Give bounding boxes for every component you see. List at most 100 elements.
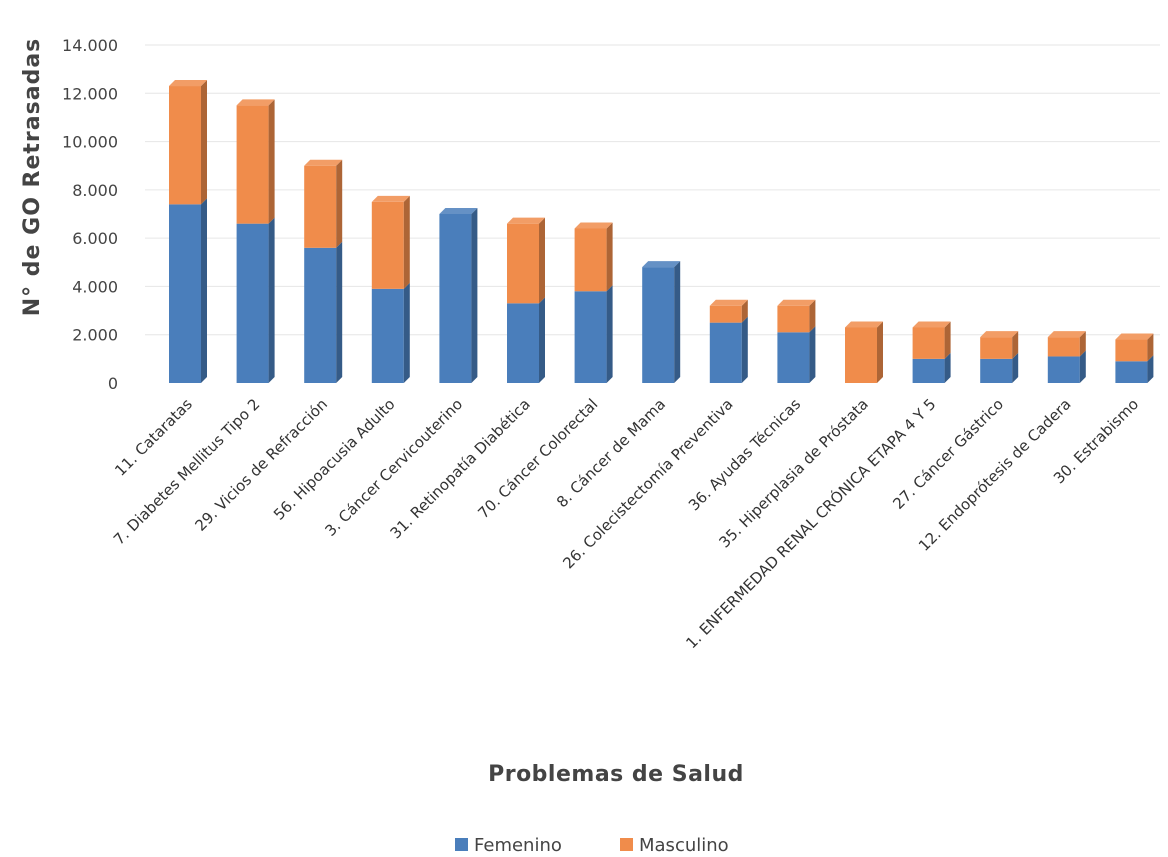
bar-side (268, 99, 275, 224)
y-tick-label: 10.000 (62, 133, 118, 152)
bar-face (371, 201, 404, 289)
bar-face (980, 337, 1013, 359)
x-tick-label: 70. Cáncer Colorectal (474, 395, 601, 522)
bar-top (236, 99, 275, 106)
bar-side (1147, 333, 1154, 362)
y-tick-label: 6.000 (72, 229, 118, 248)
bar-face (371, 288, 404, 383)
bar-top (574, 222, 613, 229)
y-tick-label: 8.000 (72, 181, 118, 200)
bar-side (539, 297, 545, 383)
bar-face (777, 332, 810, 383)
bar-femenino-4 (371, 282, 410, 383)
bar-face (439, 214, 472, 383)
bar-top (845, 321, 883, 328)
bar-face (236, 223, 269, 383)
bar-side (944, 352, 951, 383)
bar-face (574, 291, 607, 383)
bar-top (709, 299, 748, 306)
bar-femenino-5 (439, 208, 478, 383)
bar-side (606, 285, 613, 383)
bar-side (539, 217, 545, 304)
x-tick-label: 1. ENFERMEDAD RENAL CRÓNICA ETAPA 4 Y 5 (682, 394, 940, 652)
bars (169, 80, 1154, 383)
bar-femenino-10 (777, 326, 816, 383)
bar-face (304, 247, 337, 383)
bar-side (741, 316, 748, 383)
legend-item-masculino: Masculino (620, 835, 729, 856)
bar-side (944, 321, 951, 359)
bar-masculino-14 (1047, 331, 1086, 357)
bar-femenino-9 (709, 316, 748, 383)
bar-face (507, 303, 539, 383)
legend-swatch (455, 838, 468, 851)
bar-side (201, 198, 207, 383)
bar-top (912, 321, 951, 328)
bar-masculino-3 (304, 159, 343, 248)
y-tick-label: 2.000 (72, 326, 118, 345)
bar-femenino-2 (236, 217, 275, 383)
bar-masculino-7 (574, 222, 613, 292)
bar-face (1047, 356, 1080, 383)
bar-top (1047, 331, 1086, 338)
bar-side (1012, 352, 1019, 383)
bar-face (709, 305, 742, 323)
bar-face (574, 228, 607, 292)
x-tick-label: 3. Cáncer Cervicouterino (322, 395, 467, 540)
bar-face (169, 204, 201, 383)
bar-face (507, 223, 539, 304)
bar-side (877, 321, 883, 383)
legend-swatch (620, 838, 633, 851)
legend-label: Femenino (474, 835, 562, 856)
bar-masculino-15 (1115, 333, 1154, 362)
bar-masculino-12 (912, 321, 951, 359)
bar-femenino-7 (574, 285, 613, 383)
bar-masculino-9 (709, 299, 748, 323)
bar-top (1115, 333, 1154, 340)
bar-masculino-10 (777, 299, 816, 333)
bar-top (777, 299, 816, 306)
bar-masculino-6 (507, 217, 545, 304)
bar-face (912, 358, 945, 383)
bar-side (403, 282, 410, 383)
y-axis-ticks: 0 2.000 4.000 6.000 8.000 10.000 12.000 14.000 (62, 36, 118, 393)
bar-top (642, 261, 681, 268)
bar-side (201, 80, 207, 205)
bar-side (336, 159, 343, 248)
legend-label: Masculino (639, 835, 729, 856)
bar-side (741, 299, 748, 323)
bar-face (980, 358, 1013, 383)
bar-femenino-6 (507, 297, 545, 383)
x-tick-label: 36. Ayudas Técnicas (685, 395, 804, 514)
bar-side (336, 241, 343, 383)
bar-side (809, 299, 816, 333)
bar-side (1147, 355, 1154, 383)
bar-top (169, 80, 207, 87)
bar-side (1012, 331, 1019, 359)
bar-masculino-13 (980, 331, 1019, 359)
bar-face (777, 305, 810, 333)
x-tick-label: 31. Retinopatía Diabética (387, 395, 534, 542)
bar-femenino-12 (912, 352, 951, 383)
bar-face (845, 327, 877, 383)
bar-side (471, 208, 478, 383)
bar-femenino-14 (1047, 350, 1086, 383)
y-tick-label: 0 (108, 374, 118, 393)
bar-face (912, 327, 945, 359)
y-tick-label: 4.000 (72, 277, 118, 296)
bar-top (439, 208, 478, 214)
bar-top (980, 331, 1019, 338)
bar-side (268, 217, 275, 383)
bar-top (507, 217, 545, 224)
x-tick-label: 29. Vicios de Refracción (191, 395, 331, 535)
bar-masculino-4 (371, 195, 410, 289)
bar-masculino-1 (169, 80, 207, 205)
y-tick-label: 12.000 (62, 84, 118, 103)
bar-face (709, 322, 742, 383)
bar-side (674, 261, 681, 383)
bar-femenino-15 (1115, 355, 1154, 383)
bar-face (642, 267, 675, 383)
bar-face (1115, 339, 1148, 362)
